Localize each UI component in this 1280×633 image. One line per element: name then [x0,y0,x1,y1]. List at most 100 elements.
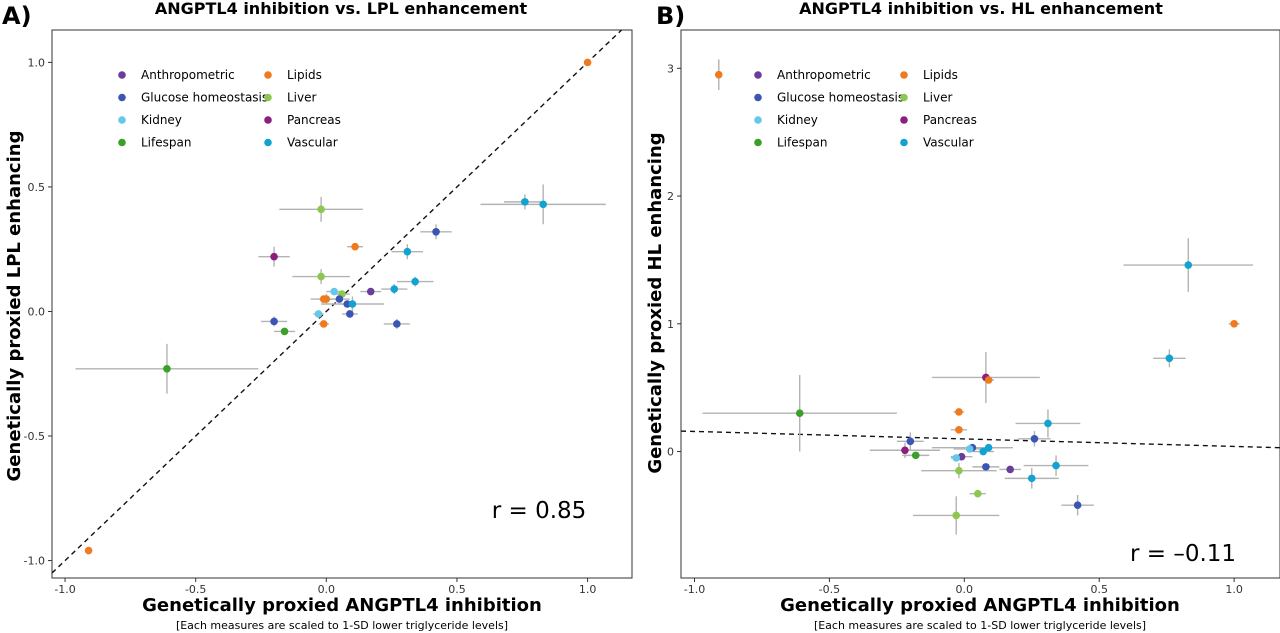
panel-a-error-bars [75,184,606,394]
panel-a-legend-label: Kidney [141,113,182,127]
panel-b-legend-label: Kidney [777,113,818,127]
panel-a-legend-label: Lipids [287,68,322,82]
panel-a-plot-border [51,29,633,579]
panel-b-error-bars [702,59,1254,535]
panel-b-point-lipids [984,376,993,384]
panel-b-point-lifespan [795,409,804,418]
panel-a-legend: Anthropometric Lipids Glucose homeostasis L… [118,68,341,150]
panel-b: B) ANGPTL4 inhibition vs. HL enhancement… [645,0,1280,632]
panel-b-point-lifespan [911,451,920,460]
panel-a-point-lifespan [163,364,171,373]
panel-b-letter: B) [656,2,685,30]
panel-b-point-liver [955,466,963,475]
panel-a-legend-swatch [264,138,272,147]
panel-a-legend-swatch [264,116,272,124]
panel-a-point-glucose-homeostasis [343,300,352,308]
panel-a-legend-swatch [264,71,272,79]
panel-b-point-vascular [1052,461,1060,470]
panel-a-point-vascular [521,198,529,206]
panel-b-legend-label: Liver [923,91,953,105]
panel-a-point-glucose-homeostasis [270,317,278,326]
panel-b-legend-swatch [900,93,908,102]
panel-b-y-tick-label: 2 [667,190,674,203]
panel-a-y-tick-label: 1.0 [28,56,46,69]
panel-a-point-pancreas [270,252,278,261]
panel-a-point-lipids [583,58,592,67]
panel-a-points [84,58,592,555]
panel-b-point-lipids [714,70,723,79]
panel-a-point-vascular [348,300,357,308]
panel-a-x-axis-title: Genetically proxied ANGPTL4 inhibition [142,595,542,616]
panel-a-legend-swatch [264,93,272,102]
panel-a: A) ANGPTL4 inhibition vs. LPL enhancemen… [2,0,633,632]
panel-a-x-tick-label: 0.0 [318,583,336,596]
panel-a-legend-swatch [118,71,126,79]
panel-a-letter: A) [2,2,32,30]
panel-b-legend-label: Lifespan [777,136,827,150]
panel-a-x-tick-label: -0.5 [185,583,206,596]
panel-a-x-ticks: -1.0 -0.5 0.0 0.5 1.0 [54,578,596,596]
panel-b-x-tick-label: -1.0 [684,583,705,596]
panel-b-x-ticks: -1.0 -0.5 0.0 0.5 1.0 [684,578,1243,596]
panel-b-point-vascular [1184,261,1193,269]
panel-b-point-lipids [955,426,963,434]
panel-b-point-liver [974,489,982,498]
panel-a-x-tick-label: -1.0 [54,583,75,596]
panel-a-point-lipids [84,546,93,555]
panel-a-correlation-label: r = 0.85 [492,498,587,524]
panel-a-legend-swatch [118,138,126,147]
panel-b-legend-swatch [754,138,762,147]
panel-a-legend-label: Liver [287,91,317,105]
panel-a-point-kidney [314,310,323,318]
panel-b-point-vascular [1027,474,1036,483]
panel-a-legend-swatch [118,93,126,102]
panel-b-point-vascular [1044,419,1052,428]
panel-b-point-vascular [1165,354,1174,363]
panel-a-point-lipids [351,242,359,251]
panel-b-points [714,70,1238,520]
panel-b-reference-line [681,430,1280,449]
panel-b-y-ticks: 0 1 2 3 [667,62,681,459]
panel-a-y-tick-label: 0.0 [28,305,46,318]
panel-a-point-glucose-homeostasis [393,320,401,328]
panel-b-point-glucose-homeostasis [906,437,915,446]
panel-a-legend-label: Glucose homeostasis [141,91,268,105]
panel-b-footnote: [Each measures are scaled to 1-SD lower … [814,619,1146,632]
panel-a-point-lifespan [280,327,289,336]
panel-a-point-vascular [411,277,419,286]
panel-b-legend-swatch [900,116,908,124]
panel-b-point-vascular [984,443,993,452]
panel-b-y-tick-label: 3 [667,62,674,75]
panel-b-y-tick-label: 0 [667,446,674,459]
panel-b-point-vascular [979,447,987,456]
panel-b-point-liver [952,511,961,520]
panel-a-point-glucose-homeostasis [346,310,354,318]
panel-a-y-tick-label: -0.5 [24,430,45,443]
panel-a-title: ANGPTL4 inhibition vs. LPL enhancement [155,0,528,18]
panel-b-legend-label: Vascular [923,136,974,150]
panel-b-legend-swatch [754,116,762,124]
panel-a-point-liver [317,272,325,281]
panel-b-legend-label: Lipids [923,68,958,82]
panel-b-legend-label: Pancreas [923,113,977,127]
panel-a-point-liver [317,205,325,214]
panel-b-point-anthropometric [1006,465,1014,474]
panel-b-legend-swatch [900,138,908,147]
panel-b-y-tick-label: 1 [667,318,674,331]
panel-a-footnote: [Each measures are scaled to 1-SD lower … [176,619,508,632]
panel-b-legend-swatch [754,93,762,102]
panel-a-point-vascular [390,285,399,293]
panel-b-y-axis-title: Genetically proxied HL enhancing [645,132,666,473]
panel-a-y-ticks: -1.0 -0.5 0.0 0.5 1.0 [24,56,52,568]
panel-a-legend-label: Pancreas [287,113,341,127]
panel-b-x-tick-label: 1.0 [1225,583,1243,596]
panel-a-x-tick-label: 1.0 [579,583,597,596]
panel-b-x-axis-title: Genetically proxied ANGPTL4 inhibition [780,595,1180,616]
panel-b-legend: Anthropometric Lipids Glucose homeostasis L… [754,68,977,150]
panel-a-legend-swatch [118,116,126,124]
panel-a-point-vascular [539,200,547,209]
panel-b-x-tick-label: 0.5 [1090,583,1108,596]
panel-b-legend-swatch [900,71,908,79]
panel-b-dashed-line [681,430,1280,449]
